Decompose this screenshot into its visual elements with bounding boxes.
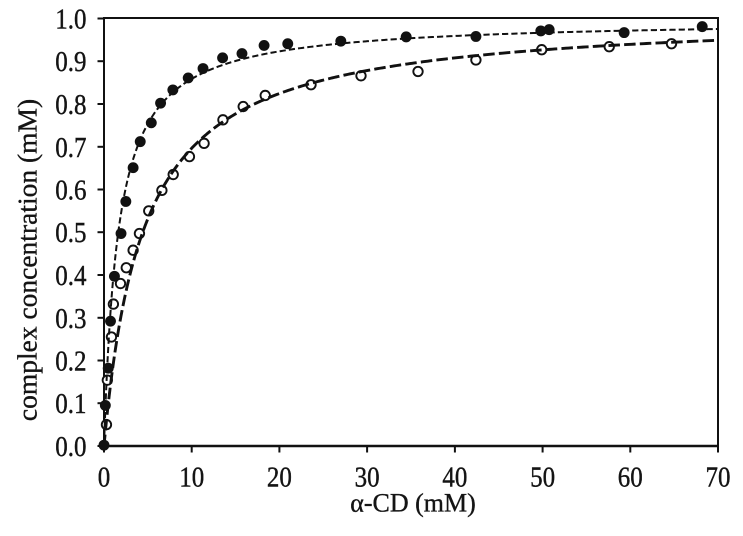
svg-text:0.9: 0.9 bbox=[55, 46, 86, 78]
svg-text:50: 50 bbox=[530, 461, 555, 493]
svg-text:0.1: 0.1 bbox=[55, 388, 86, 420]
svg-text:0.2: 0.2 bbox=[55, 345, 86, 377]
svg-text:40: 40 bbox=[442, 461, 467, 493]
svg-text:0.6: 0.6 bbox=[55, 174, 86, 206]
svg-text:10: 10 bbox=[179, 461, 204, 493]
svg-text:0.8: 0.8 bbox=[55, 89, 86, 121]
svg-text:1.0: 1.0 bbox=[55, 3, 86, 35]
svg-text:complex concentration (mM): complex concentration (mM) bbox=[12, 99, 43, 421]
svg-text:0.0: 0.0 bbox=[55, 431, 86, 463]
svg-text:0: 0 bbox=[98, 461, 110, 493]
svg-text:70: 70 bbox=[706, 461, 731, 493]
svg-text:0.7: 0.7 bbox=[55, 131, 86, 163]
svg-text:0.3: 0.3 bbox=[55, 302, 86, 334]
svg-text:20: 20 bbox=[267, 461, 292, 493]
svg-text:0.5: 0.5 bbox=[55, 217, 86, 249]
svg-text:60: 60 bbox=[618, 461, 643, 493]
svg-text:α-CD (mM): α-CD (mM) bbox=[350, 489, 476, 518]
svg-text:30: 30 bbox=[355, 461, 380, 493]
svg-text:0.4: 0.4 bbox=[55, 260, 86, 292]
